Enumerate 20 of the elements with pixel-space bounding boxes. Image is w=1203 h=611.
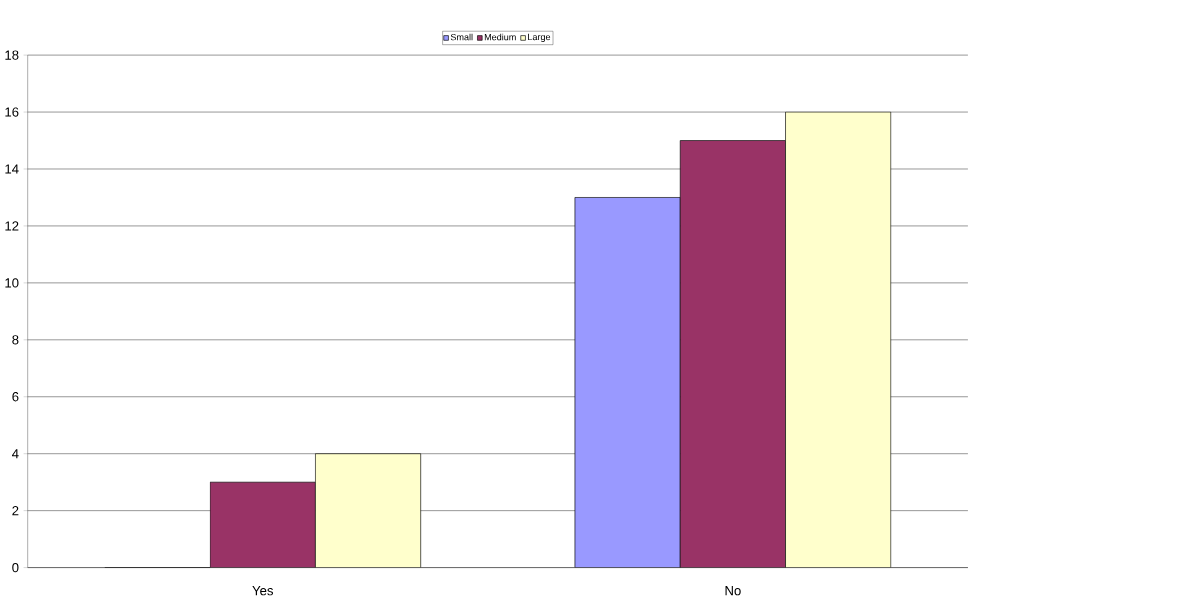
bar xyxy=(785,111,892,568)
y-tick-label: 0 xyxy=(12,562,19,573)
bar xyxy=(315,453,422,568)
bar xyxy=(209,481,316,568)
x-tick-label: Yes xyxy=(252,586,274,596)
y-tick-label: 14 xyxy=(5,164,19,174)
legend-label: Large xyxy=(528,33,551,42)
y-tick-label: 18 xyxy=(5,50,19,60)
legend-label: Small xyxy=(450,33,473,41)
y-tick-label: 2 xyxy=(12,505,19,516)
y-tick-label: 4 xyxy=(12,449,19,459)
bar xyxy=(574,197,681,568)
y-tick-label: 12 xyxy=(5,221,19,231)
y-tick-label: 16 xyxy=(5,107,19,117)
x-tick-label: No xyxy=(725,586,741,596)
y-tick-label: 10 xyxy=(5,278,19,288)
y-tick-label: 8 xyxy=(12,335,19,345)
y-tick-label: 6 xyxy=(12,392,19,402)
legend-label: Medium xyxy=(484,33,516,41)
bar xyxy=(679,140,786,568)
